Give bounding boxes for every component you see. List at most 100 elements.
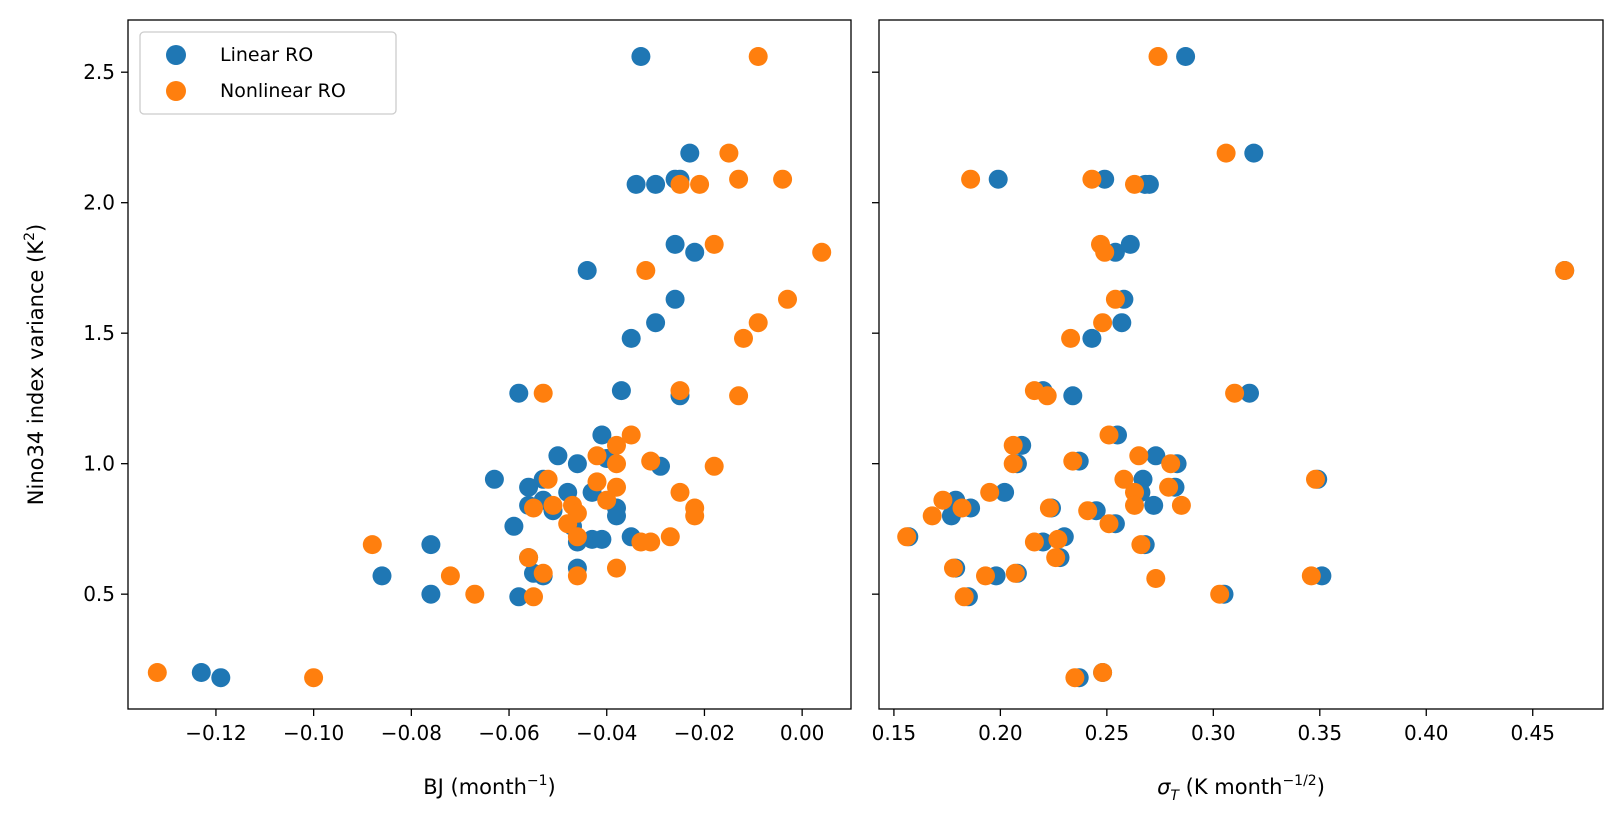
nonlinear-ro-point <box>636 261 656 280</box>
x-tick-label: 0.40 <box>1404 721 1449 745</box>
nonlinear-ro-point <box>704 456 724 476</box>
nonlinear-ro-point <box>543 495 563 515</box>
nonlinear-ro-point <box>1171 495 1191 515</box>
nonlinear-ro-point <box>538 469 558 489</box>
nonlinear-ro-point <box>719 143 739 163</box>
nonlinear-ro-point <box>748 313 768 333</box>
x-tick-label: 0.15 <box>872 721 917 745</box>
linear-ro-point <box>592 529 612 549</box>
linear-ro-point <box>509 587 529 607</box>
linear-ro-point <box>567 454 587 474</box>
linear-ro-point <box>1139 174 1159 194</box>
nonlinear-ro-point <box>944 558 963 578</box>
linear-ro-point <box>607 506 626 526</box>
x-tick-label: 0.00 <box>780 721 825 745</box>
nonlinear-ro-point <box>1125 495 1144 515</box>
nonlinear-ro-point <box>704 234 724 254</box>
nonlinear-ro-point <box>1061 328 1081 348</box>
nonlinear-ro-point <box>1125 174 1144 194</box>
x-tick-label: −0.06 <box>478 721 539 745</box>
nonlinear-ro-point <box>1125 482 1144 502</box>
x-tick-label: −0.12 <box>185 721 246 745</box>
left-scatter-points <box>147 47 832 688</box>
nonlinear-ro-point <box>567 566 587 586</box>
linear-ro-point <box>1112 313 1132 333</box>
nonlinear-ro-point <box>954 587 974 607</box>
nonlinear-ro-point <box>597 490 617 510</box>
right-x-axis-label: σT (K month−1/2) <box>1157 773 1325 804</box>
nonlinear-ro-point <box>147 663 167 682</box>
nonlinear-ro-point <box>748 47 768 66</box>
linear-ro-point <box>1082 328 1102 348</box>
linear-ro-point <box>1120 234 1140 254</box>
linear-ro-point <box>1063 386 1083 406</box>
linear-ro-point <box>646 174 666 194</box>
nonlinear-ro-point <box>1555 261 1575 280</box>
nonlinear-ro-point <box>1099 514 1119 534</box>
nonlinear-ro-point <box>587 472 607 492</box>
nonlinear-ro-point <box>440 566 460 586</box>
linear-ro-point <box>592 425 612 445</box>
nonlinear-ro-point <box>773 169 793 189</box>
nonlinear-ro-point <box>685 506 705 526</box>
nonlinear-ro-point <box>1301 566 1321 586</box>
x-tick-label: −0.08 <box>381 721 442 745</box>
nonlinear-ro-point <box>1095 242 1115 262</box>
nonlinear-ro-point <box>1003 435 1023 455</box>
y-axis-label: Nino34 index variance (K2) <box>22 224 48 505</box>
nonlinear-ro-point <box>1039 498 1059 518</box>
nonlinear-ro-point <box>897 527 917 547</box>
linear-ro-point <box>631 47 651 66</box>
nonlinear-ro-point <box>519 548 539 568</box>
linear-ro-point <box>646 313 666 333</box>
y-tick-label: 1.5 <box>83 321 115 345</box>
legend: Linear RO Nonlinear RO <box>139 31 397 115</box>
legend-label-nonlinear: Nonlinear RO <box>220 80 346 102</box>
nonlinear-ro-point <box>533 563 553 583</box>
nonlinear-ro-point <box>533 383 553 403</box>
nonlinear-ro-point <box>812 242 832 262</box>
nonlinear-ro-point <box>558 514 578 534</box>
x-tick-label: 0.25 <box>1085 721 1130 745</box>
legend-frame <box>139 31 397 115</box>
left-plot-frame <box>127 19 852 710</box>
nonlinear-ro-point <box>1046 548 1066 568</box>
linear-ro-point <box>988 169 1008 189</box>
linear-ro-point <box>509 383 529 403</box>
nonlinear-ro-point <box>1024 532 1044 552</box>
y-tick-label: 0.5 <box>83 582 115 606</box>
y-tick-label: 2.5 <box>83 60 115 84</box>
linear-ro-point <box>1144 495 1164 515</box>
linear-ro-point <box>685 242 705 262</box>
linear-ro-point <box>484 469 504 489</box>
nonlinear-ro-point <box>734 328 753 348</box>
x-tick-label: 0.45 <box>1510 721 1555 745</box>
nonlinear-ro-point <box>1099 425 1119 445</box>
nonlinear-ro-point <box>1005 563 1025 583</box>
linear-ro-point <box>611 381 631 401</box>
linear-ro-point <box>519 477 539 497</box>
nonlinear-ro-point <box>729 169 749 189</box>
nonlinear-ro-point <box>607 558 626 578</box>
nonlinear-ro-point <box>670 174 690 194</box>
right-plot-frame <box>878 19 1604 710</box>
nonlinear-ro-point <box>1148 47 1168 66</box>
nonlinear-ro-point <box>1210 584 1230 604</box>
nonlinear-ro-point <box>1161 454 1181 474</box>
nonlinear-ro-point <box>607 435 626 455</box>
linear-ro-point <box>665 289 685 309</box>
linear-ro-point <box>680 143 700 163</box>
linear-ro-point <box>211 668 231 688</box>
nonlinear-ro-point <box>922 506 942 526</box>
nonlinear-ro-point <box>1105 289 1125 309</box>
y-tick-label: 1.0 <box>83 452 115 476</box>
right-panel-sigma: 0.15 0.20 0.25 0.30 0.35 0.40 0.45 σT (K month… <box>872 19 1604 804</box>
nonlinear-ro-point <box>1048 529 1068 549</box>
nonlinear-ro-point <box>1003 454 1023 474</box>
x-tick-label: 0.20 <box>978 721 1023 745</box>
linear-ro-point <box>1146 446 1166 466</box>
x-tick-label: −0.04 <box>576 721 637 745</box>
nonlinear-ro-point <box>961 169 981 189</box>
x-tick-label: 0.35 <box>1298 721 1343 745</box>
